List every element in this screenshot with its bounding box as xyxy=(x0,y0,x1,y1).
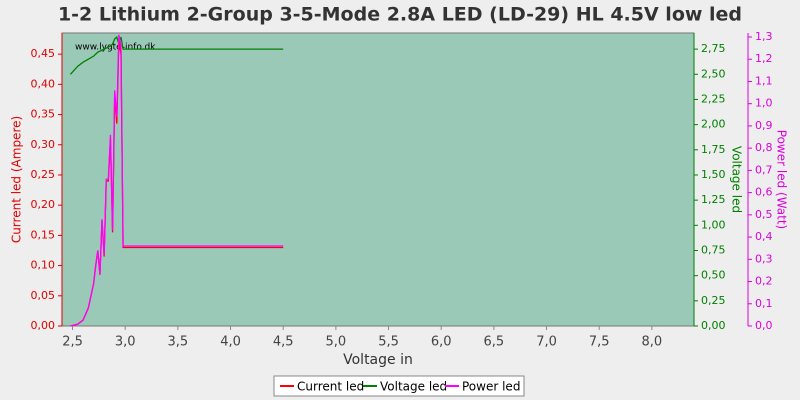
chart-title: 1-2 Lithium 2-Group 3-5-Mode 2.8A LED (L… xyxy=(58,4,742,26)
y-tick-label: 0,10 xyxy=(31,259,56,272)
legend-label: Current led xyxy=(297,380,364,394)
y-tick-label: 0,8 xyxy=(755,141,773,154)
x-tick-label: 5,5 xyxy=(378,335,399,350)
watermark: www.lygte-info.dk xyxy=(75,43,156,53)
y-tick-label: 0,50 xyxy=(701,269,726,282)
y-tick-label: 0,6 xyxy=(755,186,773,199)
plot-area xyxy=(61,32,695,327)
y-tick-label: 0,20 xyxy=(31,198,56,211)
x-tick-label: 4,5 xyxy=(273,335,294,350)
series-line xyxy=(70,34,284,327)
y-tick-label: 0,1 xyxy=(755,297,773,310)
x-axis-label: Voltage in xyxy=(343,352,413,368)
y-tick-label: 0,3 xyxy=(755,252,773,265)
x-tick-label: 7,0 xyxy=(536,335,557,350)
y-tick-label: 0,00 xyxy=(701,319,726,332)
x-tick-label: 8,0 xyxy=(642,335,663,350)
y-tick-label: 0,40 xyxy=(31,77,56,90)
x-tick-label: 7,5 xyxy=(589,335,610,350)
y-tick-label: 1,00 xyxy=(701,218,726,231)
x-tick-label: 4,0 xyxy=(220,335,241,350)
y-tick-label: 0,0 xyxy=(755,319,773,332)
y-tick-label: 0,45 xyxy=(31,47,56,60)
y-tick-label: 1,25 xyxy=(701,193,726,206)
x-tick-label: 6,0 xyxy=(431,335,452,350)
y2-axis-label: Voltage led xyxy=(730,146,744,213)
y-tick-label: 0,05 xyxy=(31,289,56,302)
y-tick-label: 0,7 xyxy=(755,163,773,176)
legend-box xyxy=(273,375,525,397)
y-tick-label: 1,1 xyxy=(755,74,773,87)
y-tick-label: 2,00 xyxy=(701,118,726,131)
y-tick-label: 1,0 xyxy=(755,97,773,110)
y-tick-label: 0,75 xyxy=(701,243,726,256)
y-tick-label: 0,2 xyxy=(755,275,773,288)
y-tick-label: 2,75 xyxy=(701,42,726,55)
x-tick-label: 3,5 xyxy=(168,335,189,350)
x-tick-label: 6,5 xyxy=(484,335,505,350)
legend-label: Power led xyxy=(462,380,520,394)
x-tick-label: 2,5 xyxy=(62,335,83,350)
y-tick-label: 1,3 xyxy=(755,30,773,43)
y-tick-label: 0,15 xyxy=(31,228,56,241)
y-tick-label: 0,30 xyxy=(31,138,56,151)
y-tick-label: 0,4 xyxy=(755,230,773,243)
y-tick-label: 0,25 xyxy=(701,294,726,307)
y-tick-label: 0,25 xyxy=(31,168,56,181)
y-tick-label: 2,25 xyxy=(701,92,726,105)
x-tick-label: 5,0 xyxy=(326,335,347,350)
y3-axis-label: Power led (Watt) xyxy=(775,130,789,229)
x-tick-label: 3,0 xyxy=(115,335,136,350)
legend-label: Voltage led xyxy=(380,380,447,394)
y-tick-label: 0,9 xyxy=(755,119,773,132)
y-tick-label: 0,00 xyxy=(31,319,56,332)
y-tick-label: 2,50 xyxy=(701,67,726,80)
y-tick-label: 1,2 xyxy=(755,52,773,65)
y-tick-label: 0,35 xyxy=(31,108,56,121)
y-tick-label: 1,75 xyxy=(701,143,726,156)
y-tick-label: 0,5 xyxy=(755,208,773,221)
y-tick-label: 1,50 xyxy=(701,168,726,181)
y-axis-label: Current led (Ampere) xyxy=(10,116,24,243)
